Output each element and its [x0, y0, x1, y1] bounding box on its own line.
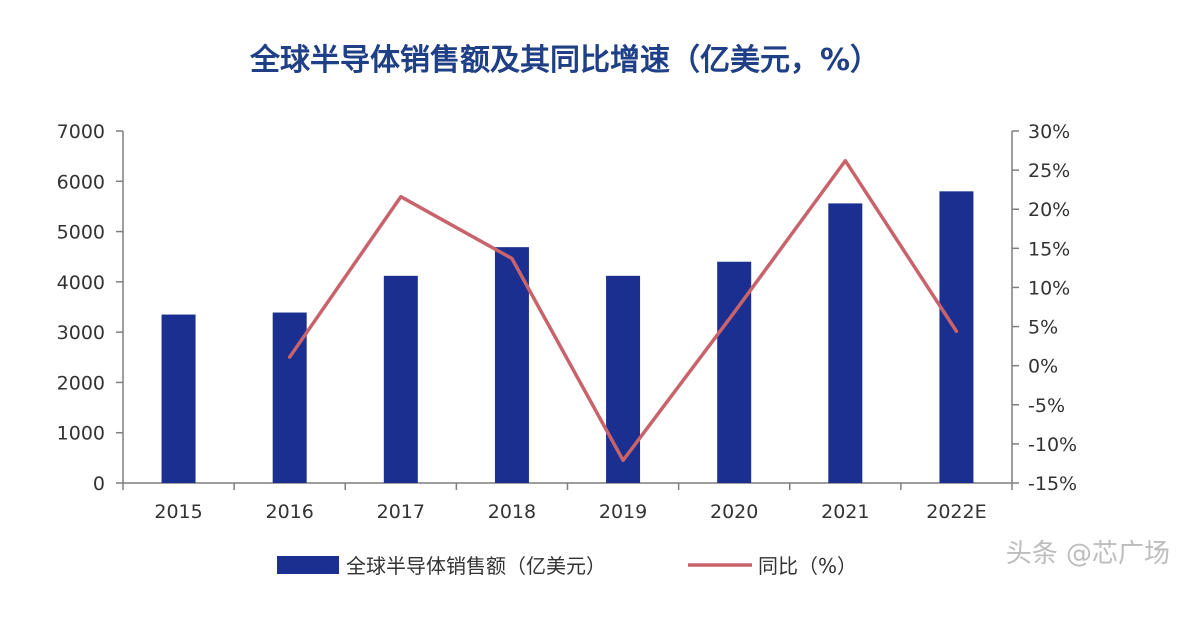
left-tick-label: 4000: [57, 272, 105, 294]
legend: 全球半导体销售额（亿美元） 同比（%）: [277, 554, 857, 578]
right-tick-label: 15%: [1028, 238, 1070, 260]
watermark: 头条 @芯广场: [1006, 539, 1170, 569]
right-tick-label: 0%: [1028, 356, 1058, 378]
right-tick-label: -10%: [1028, 434, 1077, 456]
x-tick-label: 2016: [266, 501, 314, 523]
x-tick-label: 2022E: [926, 501, 986, 523]
left-tick-label: 5000: [57, 222, 105, 244]
legend-bar-swatch: [277, 556, 339, 574]
bar: [828, 203, 862, 483]
legend-bar-label: 全球半导体销售额（亿美元）: [346, 554, 606, 578]
bar: [384, 276, 418, 483]
right-tick-label: 5%: [1028, 317, 1058, 339]
right-tick-label: -15%: [1028, 473, 1077, 495]
bar: [162, 315, 196, 483]
left-tick-label: 3000: [57, 322, 105, 344]
right-tick-label: 25%: [1028, 160, 1070, 182]
bar: [606, 276, 640, 483]
x-tick-label: 2017: [377, 501, 425, 523]
chart-title: 全球半导体销售额及其同比增速（亿美元，%）: [249, 43, 880, 78]
left-tick-label: 7000: [57, 121, 105, 143]
x-tick-label: 2015: [154, 501, 202, 523]
bar: [939, 191, 973, 483]
x-tick-label: 2018: [488, 501, 536, 523]
left-tick-label: 0: [93, 473, 105, 495]
x-tick-label: 2020: [710, 501, 758, 523]
right-tick-label: -5%: [1028, 395, 1065, 417]
x-tick-label: 2021: [821, 501, 869, 523]
right-tick-label: 10%: [1028, 277, 1070, 299]
right-tick-label: 30%: [1028, 121, 1070, 143]
right-tick-label: 20%: [1028, 199, 1070, 221]
left-tick-label: 2000: [57, 372, 105, 394]
left-tick-label: 6000: [57, 171, 105, 193]
x-tick-label: 2019: [599, 501, 647, 523]
left-tick-label: 1000: [57, 423, 105, 445]
plot-area: 7000 6000 5000 4000 3000 2000 1000 0 30% 25% 20% 15…: [57, 121, 1077, 523]
legend-line-label: 同比（%）: [758, 554, 857, 578]
